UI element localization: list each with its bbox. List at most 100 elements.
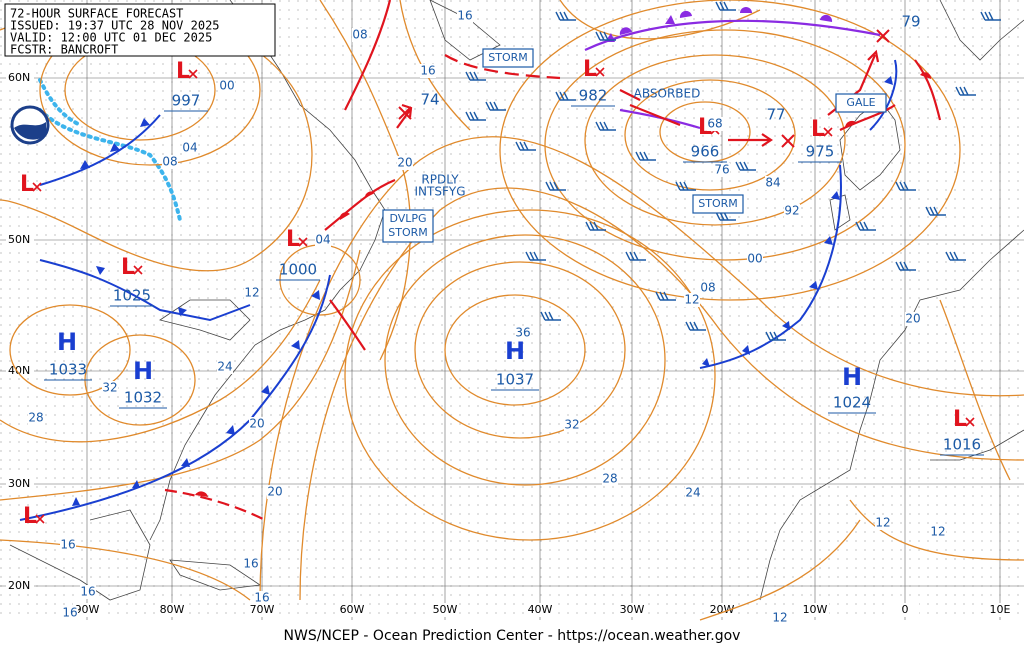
wind-barb [515, 141, 536, 151]
isobar-label: 12 [875, 516, 890, 530]
lon-label-box [526, 603, 554, 617]
forecast-x [398, 29, 890, 148]
wind-barb [465, 71, 486, 81]
wind-barb [715, 211, 736, 221]
isobar-label-bg [267, 485, 283, 499]
isobars [0, 0, 1024, 621]
lon-label-box [891, 603, 919, 617]
isobar-label-bg [420, 64, 436, 78]
wind-barb [675, 181, 696, 191]
low-symbol: L [176, 59, 190, 84]
lon-label: 40W [528, 603, 553, 616]
isobar-label-bg [700, 281, 716, 295]
low-symbol: L [121, 255, 135, 280]
isobar-label-bg [564, 418, 580, 432]
lon-label-box [73, 603, 101, 617]
isobar-label: 76 [714, 163, 729, 177]
high-pressure: 1033 [49, 361, 87, 379]
high-symbol: H [505, 337, 525, 365]
isobar-label-bg [62, 606, 78, 620]
wind-barb [625, 251, 646, 261]
lat-label: 20N [8, 579, 30, 592]
low-x [133, 265, 143, 275]
isobar-label-bg [784, 204, 800, 218]
low-x [823, 127, 833, 137]
low-pressure: 966 [691, 143, 720, 161]
lon-label: 20W [710, 603, 735, 616]
header-valid: VALID: 12:00 UTC 01 DEC 2025 [10, 31, 212, 45]
fronts [19, 0, 942, 521]
isobar-label: 16 [243, 557, 258, 571]
noaa-logo [10, 105, 50, 145]
isobar-label: 32 [564, 418, 579, 432]
lon-label: 30W [620, 603, 645, 616]
isobar-label: 16 [80, 585, 95, 599]
isobar-label: 12 [772, 611, 787, 625]
wind-barb [485, 101, 506, 111]
high-symbol: H [842, 363, 862, 391]
lat-label-box [6, 579, 34, 593]
isobar-label: 08 [700, 281, 715, 295]
high-symbol: H [133, 357, 153, 385]
header-title: 72-HOUR SURFACE FORECAST [10, 7, 183, 21]
high-pressure: 1032 [124, 389, 162, 407]
isobar-label: 00 [219, 79, 234, 93]
isobar-label: 16 [62, 606, 77, 620]
low-pressure: 1025 [113, 287, 151, 305]
isobar-label-bg [249, 417, 265, 431]
lon-label-box [618, 603, 646, 617]
isobar-label: 12 [684, 293, 699, 307]
isobar-label-bg [28, 411, 44, 425]
isobar-label-bg [905, 312, 921, 326]
wind-barb [585, 221, 606, 231]
lon-label: 10E [990, 603, 1011, 616]
lat-label-box [6, 233, 34, 247]
isobar-label-bg [60, 538, 76, 552]
isobar-label-bg [217, 360, 233, 374]
low-symbol: L [583, 57, 597, 82]
isobar-label-bg [684, 293, 700, 307]
isobar-label-bg [352, 28, 368, 42]
wind-barb [955, 86, 976, 96]
isobar-label-bg [397, 156, 413, 170]
isobar-label-bg [102, 381, 118, 395]
ice-edge [38, 78, 82, 127]
wind-barb [895, 261, 916, 271]
lat-label-box [6, 71, 34, 85]
isobar-label: 20 [267, 485, 282, 499]
wind-barb [465, 111, 486, 121]
isobar-label: 20 [905, 312, 920, 326]
wind-barb [945, 251, 966, 261]
low-x [298, 237, 308, 247]
lon-label-box [158, 603, 186, 617]
isobar-label-bg [457, 9, 473, 23]
isobar-label: 16 [254, 591, 269, 605]
wind-barb [895, 181, 916, 191]
isobar-label-bg [515, 326, 531, 340]
warning-box [692, 194, 744, 214]
isobar-label: 24 [685, 486, 700, 500]
ice-edge [38, 108, 182, 222]
isobar-label: 16 [457, 9, 472, 23]
isobar-label: 16 [420, 64, 435, 78]
low-x [32, 182, 42, 192]
isobar-label: 16 [60, 538, 75, 552]
high-pressure: 1024 [833, 394, 871, 412]
annotation: INTSFYG [415, 185, 466, 199]
wind-barb [735, 161, 756, 171]
isobar-label-bg [772, 611, 788, 625]
isobar-label-bg [765, 176, 781, 190]
map-background [0, 0, 1024, 620]
warning-text: STORM [488, 51, 528, 64]
wind-barbs [465, 1, 1001, 341]
low-symbol: L [811, 117, 825, 142]
low-pressure: 997 [172, 92, 201, 110]
isobar-label: 92 [784, 204, 799, 218]
lon-label-box [986, 603, 1014, 617]
isobar-label-bg [875, 516, 891, 530]
warning-text: STORM [388, 226, 428, 239]
wind-barb [655, 291, 676, 301]
isobar-label-bg [930, 525, 946, 539]
lon-label: 50W [433, 603, 458, 616]
